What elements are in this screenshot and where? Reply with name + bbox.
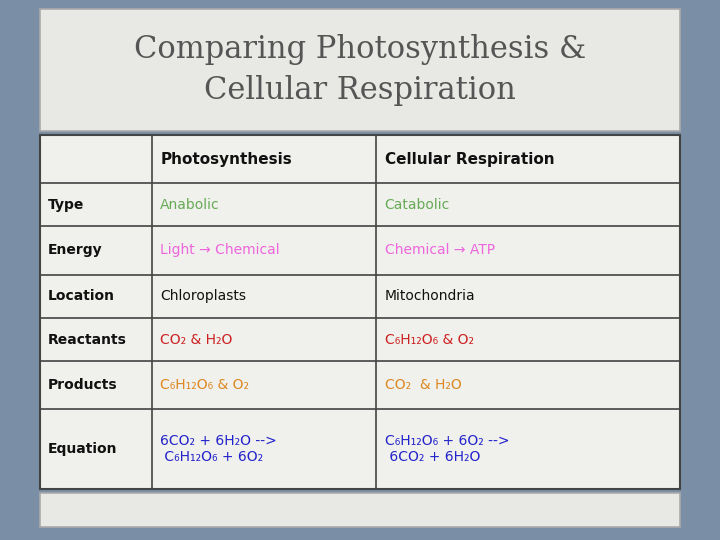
Text: CO₂  & H₂O: CO₂ & H₂O	[384, 378, 462, 392]
Text: Anabolic: Anabolic	[161, 198, 220, 212]
Text: Catabolic: Catabolic	[384, 198, 450, 212]
Text: Cellular Respiration: Cellular Respiration	[384, 152, 554, 166]
Text: Products: Products	[48, 378, 118, 392]
Text: C₆H₁₂O₆ & O₂: C₆H₁₂O₆ & O₂	[384, 333, 474, 347]
Text: Location: Location	[48, 289, 115, 303]
Text: 6CO₂ + 6H₂O -->
 C₆H₁₂O₆ + 6O₂: 6CO₂ + 6H₂O --> C₆H₁₂O₆ + 6O₂	[161, 434, 277, 464]
Text: C₆H₁₂O₆ & O₂: C₆H₁₂O₆ & O₂	[161, 378, 249, 392]
Text: Chemical → ATP: Chemical → ATP	[384, 244, 495, 258]
Text: CO₂ & H₂O: CO₂ & H₂O	[161, 333, 233, 347]
Text: Photosynthesis: Photosynthesis	[161, 152, 292, 166]
Text: Reactants: Reactants	[48, 333, 127, 347]
Text: Mitochondria: Mitochondria	[384, 289, 475, 303]
Text: Comparing Photosynthesis &
Cellular Respiration: Comparing Photosynthesis & Cellular Resp…	[134, 34, 586, 106]
Text: Light → Chemical: Light → Chemical	[161, 244, 280, 258]
Text: Equation: Equation	[48, 442, 118, 456]
Text: Type: Type	[48, 198, 85, 212]
Text: Energy: Energy	[48, 244, 103, 258]
Text: C₆H₁₂O₆ + 6O₂ -->
 6CO₂ + 6H₂O: C₆H₁₂O₆ + 6O₂ --> 6CO₂ + 6H₂O	[384, 434, 509, 464]
Text: Chloroplasts: Chloroplasts	[161, 289, 246, 303]
